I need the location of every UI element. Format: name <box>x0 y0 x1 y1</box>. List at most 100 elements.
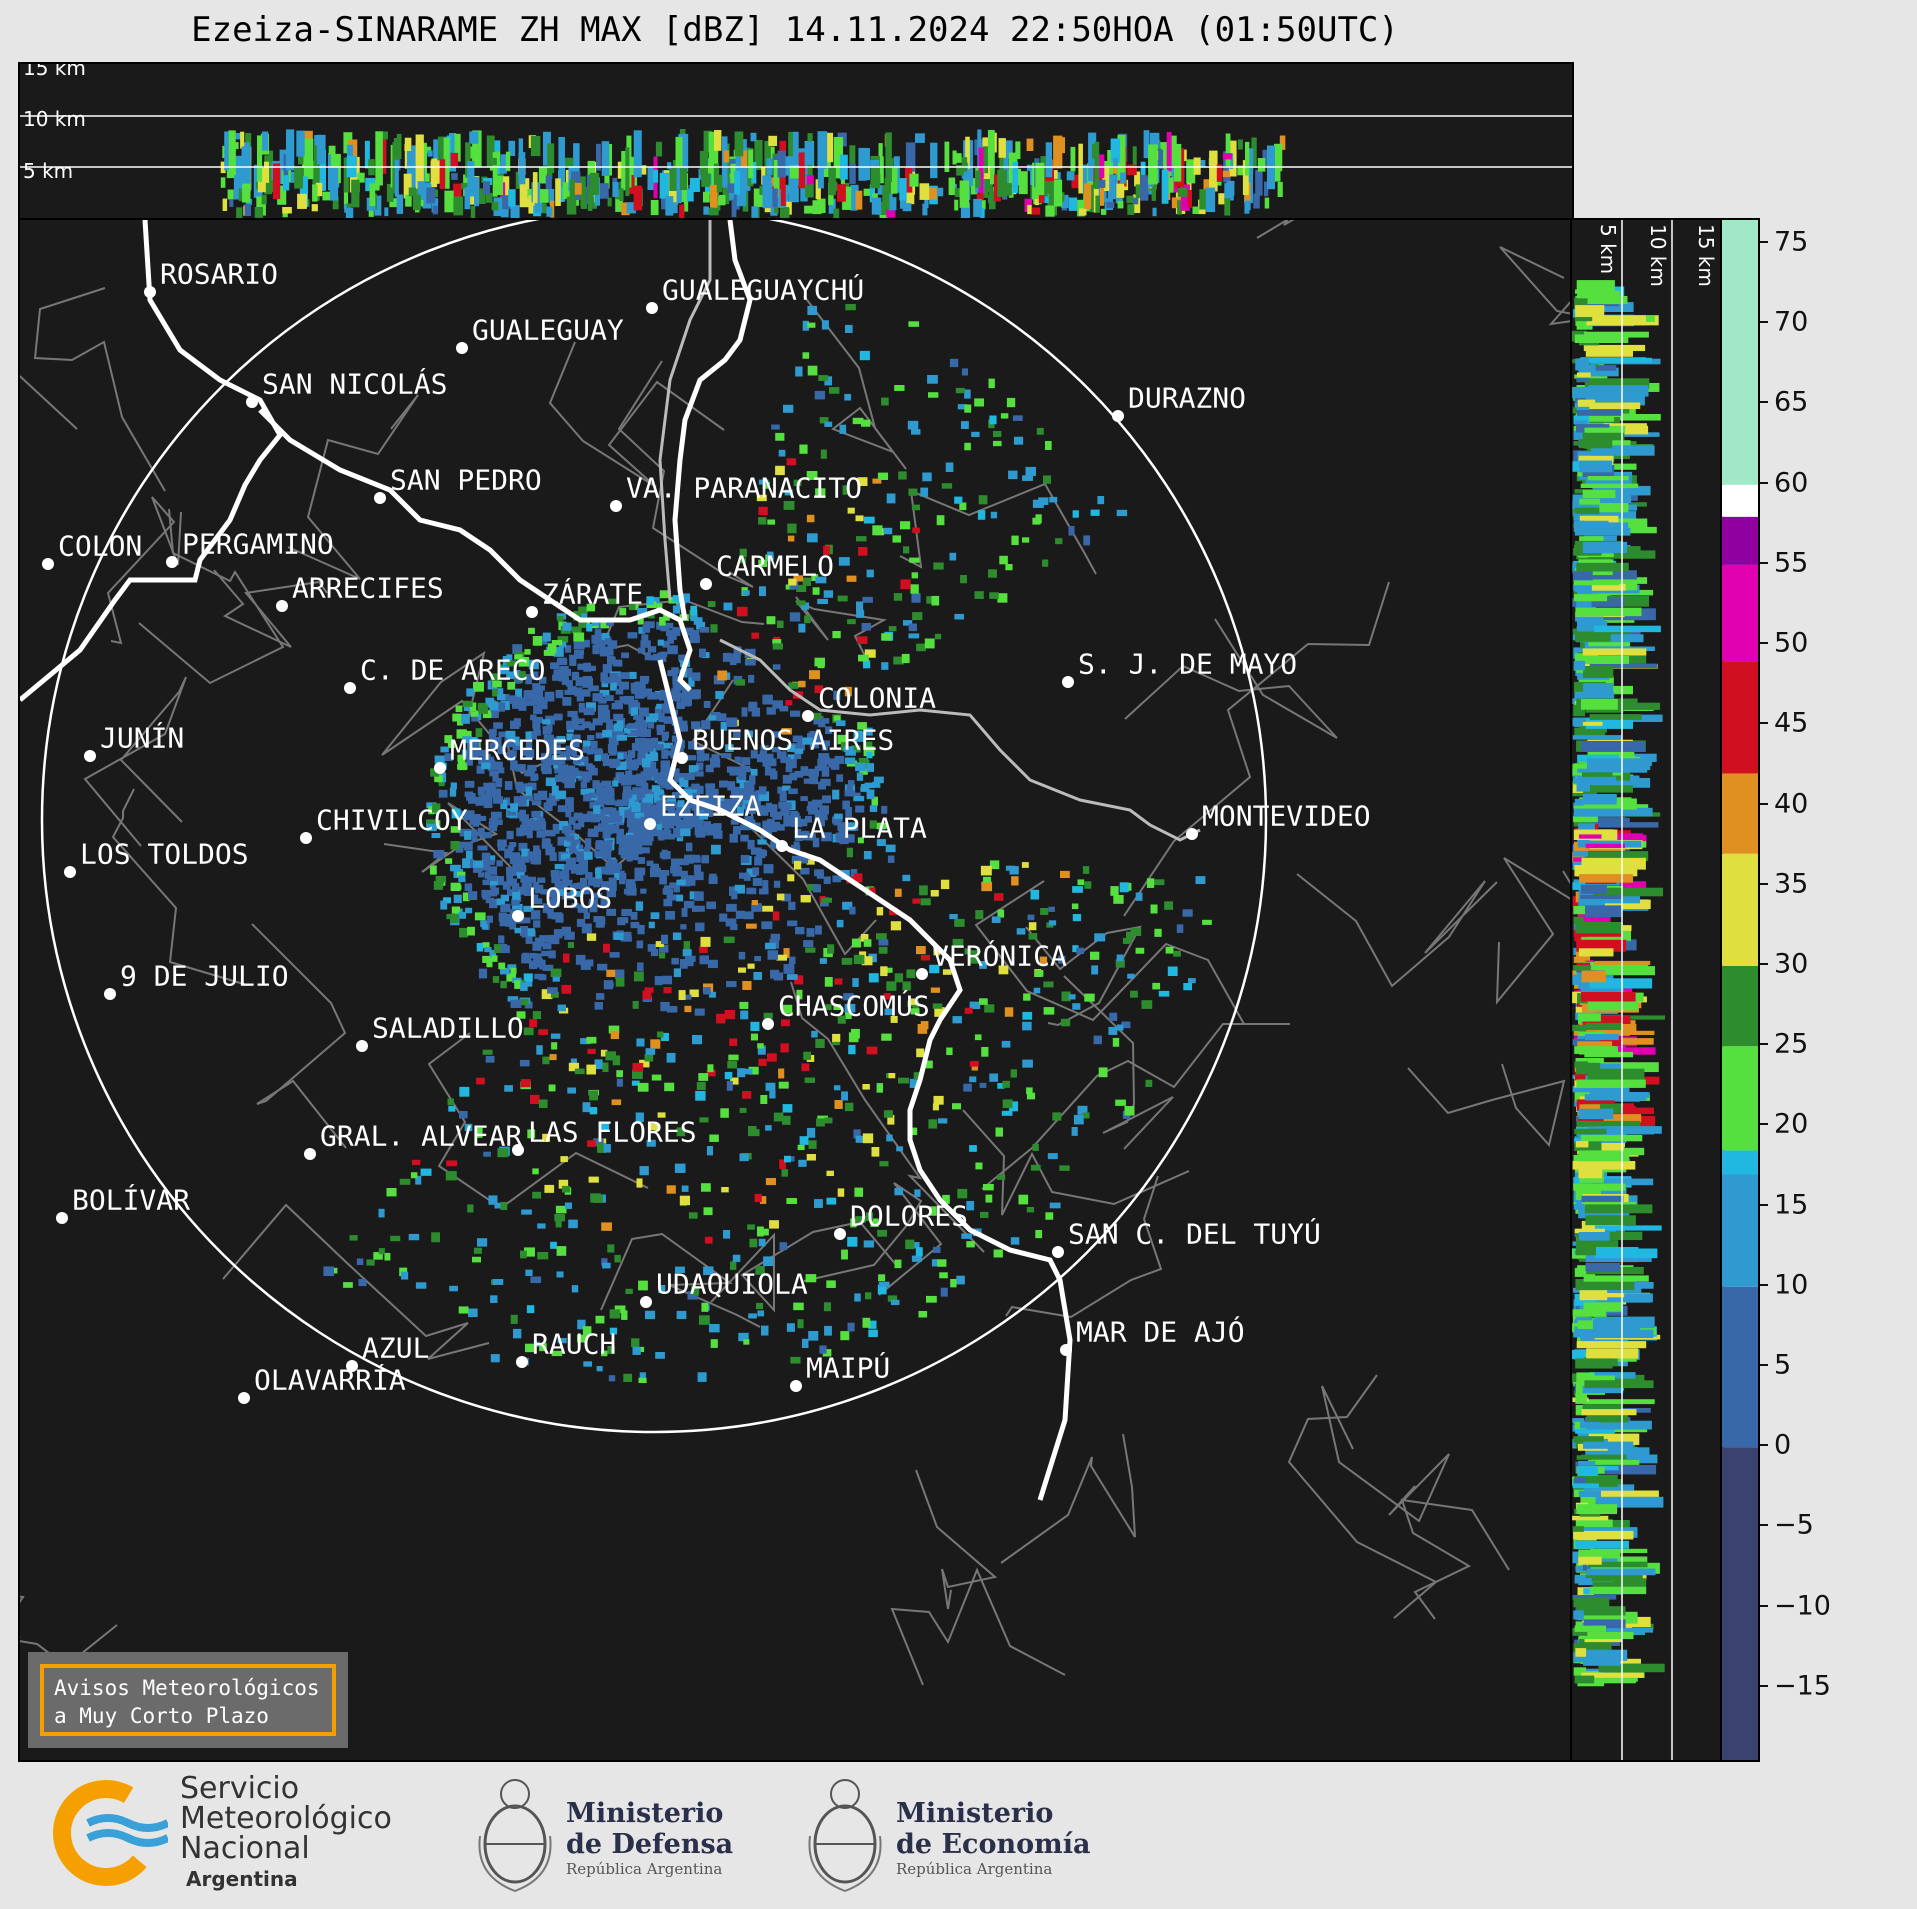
echo-cell <box>1582 541 1628 553</box>
echo-cell <box>561 864 570 871</box>
echo-cell <box>689 989 699 998</box>
echo-cell <box>588 185 593 211</box>
echo-cell <box>808 803 818 812</box>
echo-cell <box>887 175 893 194</box>
echo-cell <box>576 693 584 702</box>
echo-cell <box>578 643 585 649</box>
echo-cell <box>614 872 623 881</box>
echo-cell <box>627 632 638 639</box>
echo-cell <box>911 429 921 435</box>
echo-cell <box>474 1128 483 1138</box>
echo-cell <box>747 791 759 799</box>
echo-cell <box>602 828 611 839</box>
echo-cell <box>667 162 672 169</box>
echo-cell <box>1022 1021 1032 1031</box>
echo-cell <box>1576 1341 1647 1349</box>
echo-cell <box>622 792 632 802</box>
economia-seal <box>800 1766 890 1902</box>
echo-cell <box>762 481 770 489</box>
city-label: JUNÍN <box>100 721 185 755</box>
echo-cell <box>705 790 717 798</box>
city-marker-dot <box>676 752 688 764</box>
echo-cell <box>964 1007 973 1014</box>
echo-cell <box>486 135 495 167</box>
echo-cell <box>500 207 509 218</box>
echo-cell <box>369 183 376 207</box>
echo-cell <box>681 870 688 881</box>
city-label: PERGAMINO <box>182 527 334 561</box>
echo-cell <box>597 710 607 719</box>
colorbar-tick-mark <box>1760 642 1768 645</box>
echo-cell <box>586 623 593 632</box>
echo-cell <box>561 892 573 900</box>
echo-cell <box>710 184 718 208</box>
echo-cell <box>450 782 457 790</box>
echo-cell <box>1257 158 1266 172</box>
echo-cell <box>450 841 460 850</box>
echo-cell <box>546 206 553 217</box>
echo-cell <box>869 805 878 812</box>
echo-cell <box>905 142 916 174</box>
echo-cell <box>717 194 726 206</box>
echo-cell <box>500 894 510 902</box>
echo-cell <box>1173 950 1181 957</box>
echo-cell <box>1279 135 1286 150</box>
echo-cell <box>496 898 505 906</box>
echo-cell <box>1586 1413 1629 1423</box>
echo-cell <box>602 794 610 804</box>
echo-cell <box>1112 167 1118 174</box>
echo-cell <box>502 176 510 204</box>
echo-cell <box>1575 1245 1596 1256</box>
echo-cell <box>798 680 806 688</box>
echo-cell <box>973 198 982 217</box>
echo-cell <box>616 830 624 838</box>
echo-cell <box>541 768 552 775</box>
echo-cell <box>650 768 659 777</box>
echo-cell <box>631 702 641 710</box>
echo-cell <box>842 901 853 910</box>
echo-cell <box>781 1019 790 1027</box>
echo-cell <box>474 912 486 921</box>
echo-cell <box>651 737 659 748</box>
city-label: VERÓNICA <box>932 939 1067 973</box>
echo-cell <box>600 810 611 821</box>
echo-cell <box>1594 1316 1655 1329</box>
echo-cell <box>1572 598 1625 607</box>
echo-cell <box>963 1083 972 1092</box>
echo-cell <box>760 1095 768 1104</box>
echo-cell <box>570 1058 577 1066</box>
echo-cell <box>787 523 797 534</box>
echo-cell <box>1043 475 1051 484</box>
echo-cell <box>757 850 768 857</box>
echo-cell <box>640 771 648 777</box>
echo-cell <box>983 876 992 883</box>
echo-cell <box>824 1325 832 1336</box>
echo-cell <box>662 975 673 985</box>
warning-link-box[interactable]: Avisos Meteorológicos a Muy Corto Plazo <box>28 1652 348 1748</box>
echo-cell <box>771 731 781 738</box>
echo-cell <box>1174 143 1182 182</box>
echo-cell <box>550 897 560 907</box>
echo-cell <box>704 807 713 818</box>
warning-link-frame[interactable]: Avisos Meteorológicos a Muy Corto Plazo <box>40 1664 336 1736</box>
echo-cell <box>548 1084 556 1092</box>
echo-cell <box>761 921 773 930</box>
echo-cell <box>489 898 498 909</box>
echo-cell <box>417 181 425 200</box>
echo-cell <box>653 169 659 183</box>
echo-cell <box>788 578 797 586</box>
echo-cell <box>703 206 709 215</box>
echo-cell <box>780 757 791 764</box>
echo-cell <box>511 698 520 705</box>
right-cross-section-plot <box>1572 220 1673 1760</box>
echo-cell <box>883 1110 893 1118</box>
echo-cell <box>791 855 802 864</box>
echo-cell <box>772 811 782 820</box>
echo-cell <box>550 1033 561 1039</box>
echo-cell <box>624 760 636 770</box>
echo-cell <box>565 680 573 687</box>
colorbar-band <box>1722 484 1758 517</box>
echo-cell <box>956 165 964 176</box>
echo-cell <box>734 884 745 894</box>
echo-cell <box>1274 143 1283 172</box>
